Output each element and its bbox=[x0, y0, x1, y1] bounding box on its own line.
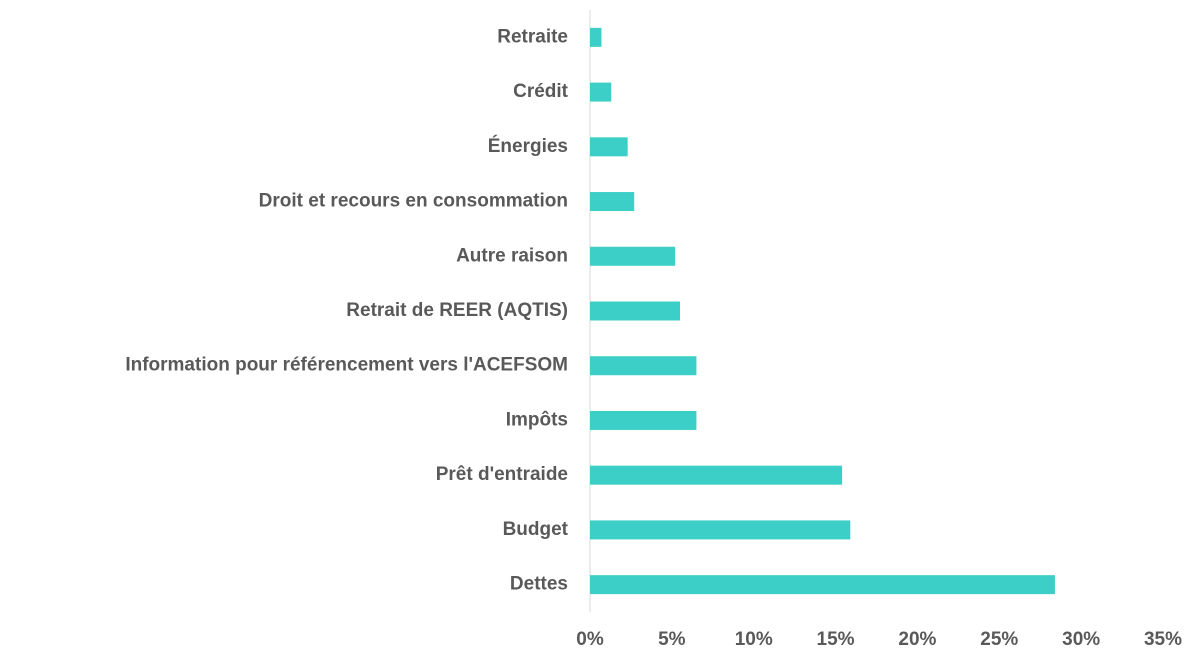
x-tick-label: 25% bbox=[980, 629, 1018, 650]
bar bbox=[590, 410, 697, 430]
bar bbox=[590, 356, 697, 376]
bar bbox=[590, 301, 681, 321]
x-tick-label: 10% bbox=[735, 629, 773, 650]
bar bbox=[590, 27, 602, 47]
y-tick-label: Droit et recours en consommation bbox=[259, 191, 568, 212]
y-tick-label: Prêt d'entraide bbox=[436, 464, 568, 485]
bar bbox=[590, 246, 676, 266]
y-tick-label: Crédit bbox=[513, 81, 569, 102]
x-tick-label: 20% bbox=[898, 629, 936, 650]
y-tick-label: Autre raison bbox=[456, 245, 568, 266]
bar bbox=[590, 137, 628, 157]
bar bbox=[590, 520, 851, 540]
y-tick-label: Dettes bbox=[510, 574, 568, 595]
x-tick-label: 5% bbox=[658, 629, 686, 650]
bar bbox=[590, 575, 1055, 595]
x-tick-label: 0% bbox=[576, 629, 604, 650]
x-tick-label: 35% bbox=[1144, 629, 1182, 650]
x-tick-label: 30% bbox=[1062, 629, 1100, 650]
y-tick-label: Information pour référencement vers l'AC… bbox=[125, 355, 568, 376]
y-tick-label: Impôts bbox=[506, 409, 568, 430]
y-tick-label: Énergies bbox=[488, 135, 568, 157]
bar bbox=[590, 82, 612, 102]
x-tick-label: 15% bbox=[817, 629, 855, 650]
y-tick-label: Retrait de REER (AQTIS) bbox=[346, 300, 568, 321]
bar bbox=[590, 465, 843, 485]
bar bbox=[590, 192, 635, 212]
y-tick-label: Retraite bbox=[497, 26, 568, 47]
y-tick-label: Budget bbox=[503, 519, 569, 540]
